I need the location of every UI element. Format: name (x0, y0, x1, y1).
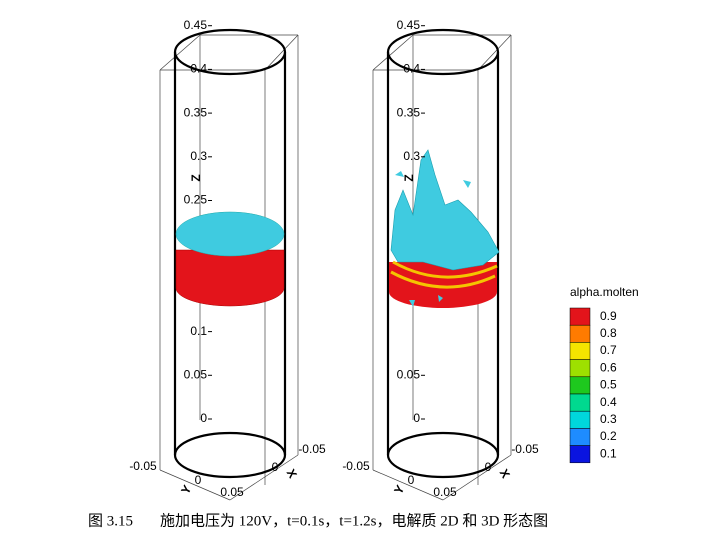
legend: 0.9 0.8 0.7 0.6 0.5 0.4 0.3 0.2 0.1 (569, 307, 617, 464)
x-axis-label: X (497, 467, 513, 481)
legend-label: 0.5 (600, 378, 617, 392)
caption-number: 图 3.15 (88, 512, 133, 529)
z-tick-label: 0.35 (397, 105, 421, 119)
y-tick-label: 0.05 (220, 485, 244, 499)
y-tick-label: 0 (195, 473, 202, 487)
panel: 0.45 0.4 0.35 0.3 0.25 0.1 0.05 0 Z -0.05 0 0.05 Y -0… (129, 18, 326, 501)
x-tick-label: -0.05 (511, 442, 539, 456)
y-tick-label: -0.05 (129, 459, 157, 473)
legend-swatch (569, 410, 591, 429)
box-edge (159, 469, 231, 501)
z-tick-label: 0.25 (184, 193, 208, 207)
z-tick-label: 0.35 (184, 105, 208, 119)
box-edge (477, 34, 512, 71)
molten-band (175, 249, 285, 307)
z-tick-label: 0.05 (397, 367, 421, 381)
panels: 0.45 0.4 0.35 0.3 0.25 0.1 0.05 0 Z -0.05 0 0.05 Y -0… (129, 18, 539, 501)
z-tick-label: 0.4 (403, 62, 420, 76)
z-tick-label: 0.45 (184, 18, 208, 32)
box-edge (372, 34, 414, 71)
z-tick-label: 0.1 (190, 324, 207, 338)
y-tick-label: -0.05 (342, 459, 370, 473)
legend-swatch (569, 324, 591, 343)
x-axis-label: X (284, 467, 300, 481)
x-tick-label: 0 (272, 460, 279, 474)
x-tick-label: 0 (485, 460, 492, 474)
legend-swatch (569, 376, 591, 395)
legend-label: 0.9 (600, 309, 617, 323)
z-tick-label: 0 (200, 411, 207, 425)
legend-label: 0.1 (600, 446, 617, 460)
y-tick-label: 0 (408, 473, 415, 487)
legend-swatch (569, 428, 591, 446)
z-tick-label: 0.3 (403, 149, 420, 163)
box-edge (159, 34, 201, 71)
box-edge (442, 454, 512, 501)
z-axis-label: Z (189, 174, 203, 181)
z-tick-label: 0.05 (184, 367, 208, 381)
z-tick-label: 0 (413, 411, 420, 425)
interface-streaks (390, 260, 498, 289)
y-axis-label: Y (178, 483, 194, 497)
legend-label: 0.6 (600, 360, 617, 374)
box-edge (264, 34, 299, 71)
z-tick-label: 0.3 (190, 149, 207, 163)
y-tick-label: 0.05 (433, 485, 457, 499)
legend-swatch (569, 393, 591, 412)
legend-label: 0.8 (600, 326, 617, 340)
legend-label: 0.4 (600, 395, 617, 409)
caption-text: 施加电压为 120V，t=0.1s，t=1.2s，电解质 2D 和 3D 形态图 (160, 512, 548, 529)
cylinder-bottom (386, 431, 500, 479)
legend-label: 0.2 (600, 429, 617, 443)
legend-swatch (569, 359, 591, 378)
cylinder-bottom (173, 431, 287, 479)
z-tick-label: 0.4 (190, 62, 207, 76)
legend-title: alpha.molten (570, 285, 639, 299)
legend-swatch (569, 307, 591, 326)
legend-swatch (569, 445, 591, 464)
z-tick-label: 0.45 (397, 18, 421, 32)
electrolyte-surface (175, 211, 285, 257)
z-axis-label: Z (402, 174, 416, 181)
box-edge (229, 454, 299, 501)
legend-label: 0.3 (600, 412, 617, 426)
x-tick-label: -0.05 (298, 442, 326, 456)
y-axis-label: Y (391, 483, 407, 497)
legend-label: 0.7 (600, 343, 617, 357)
legend-swatch (569, 342, 591, 360)
box-edge (372, 469, 444, 501)
electrolyte-splash (390, 149, 500, 271)
